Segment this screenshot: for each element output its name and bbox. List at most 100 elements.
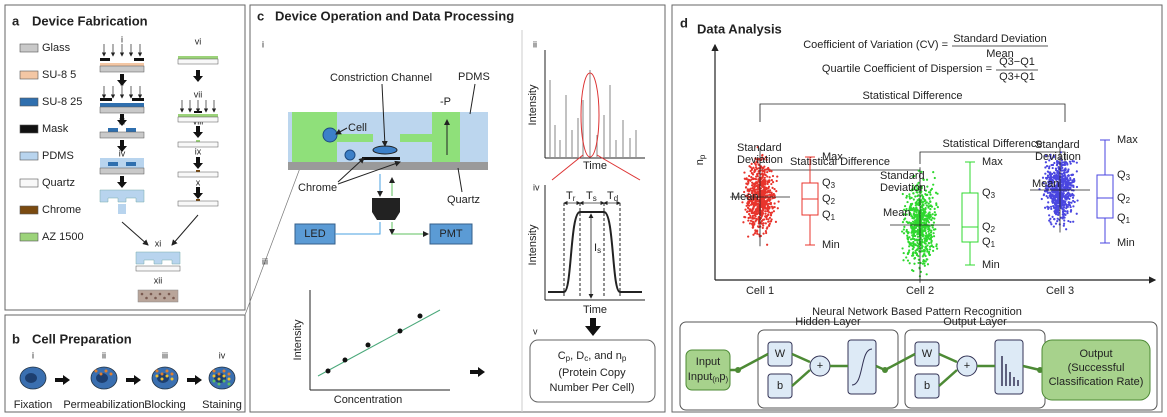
scatter-dot [1052,201,1054,203]
box-label: Q3 [822,177,836,190]
scatter-dot [767,221,769,223]
scatter-dot [774,202,776,204]
scatter-dot [903,228,905,230]
scatter-dot [907,253,909,255]
box-label: Q1 [822,209,836,222]
scatter-dot [911,209,913,211]
scatter-dot [755,181,757,183]
glass-layer [100,132,144,138]
step-label: iv [219,350,226,360]
scatter-dot [926,258,928,260]
scatter-dot [746,205,748,207]
sd-label: Deviation [880,182,926,194]
scatter-dot [1066,205,1068,207]
scatter-dot [762,233,764,235]
scatter-dot [1070,174,1072,176]
scatter-dot [751,168,753,170]
scatter-dot [760,203,762,205]
scatter-dot [1060,170,1062,172]
merge-arrow [122,222,148,245]
bias-label: b [777,380,783,392]
scatter-dot [747,207,749,209]
stain-dot [171,373,174,376]
scatter-dot [918,204,920,206]
scatter-dot [752,178,754,180]
scatter-dot [1072,197,1074,199]
scatter-dot [1073,178,1075,180]
scatter-dot [929,254,931,256]
scatter-dot [1050,206,1052,208]
scatter-dot [1067,192,1069,194]
scatter-dot [770,170,772,172]
scatter-dot [749,180,751,182]
calibration-point [418,314,423,319]
scatter-dot [921,247,923,249]
scatter-dot [773,188,775,190]
sd-label: Standard [737,142,782,154]
scatter-dot [761,173,763,175]
scatter-dot [749,222,751,224]
scatter-dot [766,191,768,193]
mask [194,111,202,113]
quartz-layer [178,117,218,122]
scatter-dot [912,270,914,272]
scatter-dot [930,189,932,191]
scatter-dot [1063,170,1065,172]
scatter-dot [911,197,913,199]
y-axis-label: np [694,154,707,165]
scatter-dot [1063,225,1065,227]
glass-layer [100,66,144,72]
scatter-dot [934,211,936,213]
step-label: iii [162,350,168,360]
scatter-dot [744,216,746,218]
scatter-dot [747,210,749,212]
su8-25-feature [126,128,136,132]
step-label: vii [194,89,203,99]
scatter-dot [762,189,764,191]
scatter-dot [922,203,924,205]
calibration-point [326,369,331,374]
scatter-dot [925,211,927,213]
scatter-dot [766,244,768,246]
legend-swatch [20,152,38,160]
scatter-dot [773,210,775,212]
scatter-dot [1057,214,1059,216]
label-tr: Tr [566,190,576,203]
scatter-dot [1050,223,1052,225]
scatter-dot [909,262,911,264]
scatter-dot [771,211,773,213]
label-ts: Ts [586,190,597,203]
scatter-dot [929,194,931,196]
scatter-dot [916,223,918,225]
weight-label: W [775,348,786,360]
stain-dot [228,378,231,381]
scatter-dot [928,197,930,199]
scatter-dot [1076,186,1078,188]
box-label-part: 1 [991,240,996,249]
scatter-dot [927,263,929,265]
box [1097,175,1113,218]
scatter-dot [917,262,919,264]
scatter-dot [760,166,762,168]
su8-25-feature [126,162,136,166]
scatter-dot [1041,198,1043,200]
scatter-dot [747,183,749,185]
stain-dot [213,380,216,383]
label-td-part: d [614,194,618,203]
box-label-part: 1 [831,213,836,222]
scatter-dot [1056,211,1058,213]
scatter-dot [752,234,754,236]
scatter-dot [768,194,770,196]
scatter-dot [926,179,928,181]
scatter-dot [747,180,749,182]
cell [345,150,355,160]
scatter-dot [929,214,931,216]
scatter-dot [771,187,773,189]
scatter-dot [769,191,771,193]
axis-label: Concentration [334,394,403,406]
scatter-dot [929,200,931,202]
scatter-dot [762,210,764,212]
scatter-dot [922,245,924,247]
label-chrome: Chrome [298,182,337,194]
scatter-dot [1049,174,1051,176]
